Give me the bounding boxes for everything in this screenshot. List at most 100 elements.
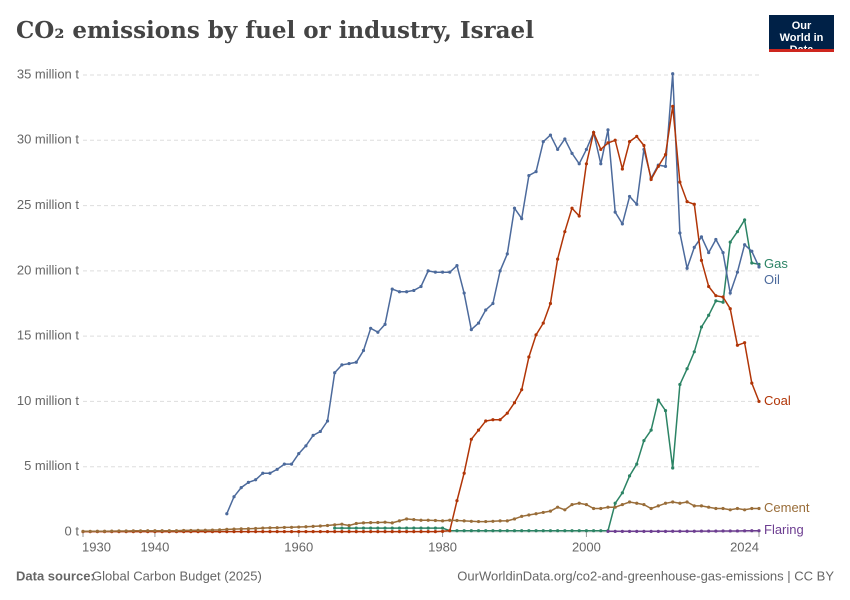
data-point bbox=[405, 517, 409, 521]
data-point bbox=[455, 529, 459, 533]
data-point bbox=[642, 502, 646, 507]
data-point bbox=[671, 529, 675, 533]
data-point bbox=[505, 252, 509, 256]
data-point bbox=[692, 350, 696, 354]
data-point bbox=[613, 529, 617, 533]
data-point bbox=[563, 137, 567, 141]
data-point bbox=[671, 500, 675, 504]
data-point bbox=[591, 506, 596, 511]
data-point bbox=[369, 530, 373, 534]
data-point bbox=[735, 343, 740, 347]
data-point bbox=[678, 231, 682, 235]
data-point bbox=[613, 138, 617, 142]
data-point bbox=[282, 530, 286, 534]
data-point bbox=[405, 290, 409, 294]
data-point bbox=[757, 399, 761, 404]
data-point bbox=[656, 164, 660, 168]
data-point bbox=[361, 521, 366, 525]
data-point bbox=[721, 506, 725, 511]
data-point bbox=[606, 529, 610, 533]
data-point bbox=[484, 419, 488, 423]
series-line bbox=[608, 529, 759, 533]
data-point bbox=[448, 529, 452, 533]
data-point bbox=[340, 363, 344, 367]
data-point bbox=[333, 371, 337, 375]
y-tick-label: 0 t bbox=[65, 523, 80, 538]
data-point bbox=[707, 284, 711, 289]
data-point bbox=[678, 501, 682, 505]
data-point bbox=[663, 529, 668, 533]
data-point bbox=[376, 520, 380, 525]
data-point bbox=[591, 529, 596, 533]
data-point bbox=[419, 518, 423, 522]
data-point bbox=[649, 177, 653, 182]
data-point bbox=[556, 257, 560, 261]
data-point bbox=[167, 529, 171, 533]
logo-box bbox=[769, 15, 834, 52]
data-point bbox=[225, 512, 229, 516]
data-point bbox=[325, 530, 330, 534]
data-point bbox=[311, 433, 315, 437]
data-point bbox=[203, 528, 207, 532]
data-point bbox=[476, 321, 481, 325]
data-point bbox=[577, 501, 581, 505]
data-point bbox=[210, 528, 215, 532]
data-point bbox=[527, 173, 531, 178]
chart-title: CO₂ emissions by fuel or industry, Israe… bbox=[16, 17, 534, 44]
data-point bbox=[743, 529, 747, 533]
x-tick-label: 1930 bbox=[82, 539, 111, 554]
data-point bbox=[476, 428, 481, 432]
data-point bbox=[527, 513, 531, 517]
data-point bbox=[131, 529, 135, 533]
data-point bbox=[261, 471, 265, 475]
data-point bbox=[397, 526, 402, 530]
data-point bbox=[627, 500, 632, 504]
data-point bbox=[282, 462, 286, 466]
data-point bbox=[462, 519, 466, 523]
data-point bbox=[405, 526, 409, 530]
data-point bbox=[426, 526, 430, 530]
data-point bbox=[642, 439, 646, 443]
data-point bbox=[318, 429, 322, 434]
data-point bbox=[124, 529, 128, 533]
data-point bbox=[620, 167, 624, 171]
data-point bbox=[599, 147, 603, 152]
data-point bbox=[390, 530, 394, 534]
data-point bbox=[728, 307, 732, 311]
x-tick-label: 2000 bbox=[572, 539, 601, 554]
data-point bbox=[469, 437, 473, 441]
data-point bbox=[505, 519, 509, 523]
data-point bbox=[462, 529, 466, 533]
data-point bbox=[520, 217, 524, 221]
data-point bbox=[455, 264, 459, 268]
data-point bbox=[412, 288, 416, 293]
data-point bbox=[117, 529, 121, 533]
data-point bbox=[728, 508, 732, 512]
logo-text: Our World in Data bbox=[779, 20, 824, 49]
data-point bbox=[577, 162, 581, 166]
data-point bbox=[232, 530, 236, 534]
data-point bbox=[110, 529, 114, 533]
data-point bbox=[635, 501, 639, 505]
data-point bbox=[340, 526, 344, 530]
data-point bbox=[735, 230, 740, 234]
series-line bbox=[83, 106, 760, 533]
data-point bbox=[620, 502, 624, 507]
data-point bbox=[498, 519, 502, 523]
data-point bbox=[268, 526, 272, 530]
data-point bbox=[304, 530, 308, 534]
data-point bbox=[304, 444, 308, 448]
data-point bbox=[692, 504, 696, 508]
data-point bbox=[433, 530, 437, 534]
data-point bbox=[325, 523, 330, 528]
data-point bbox=[347, 523, 351, 528]
data-point bbox=[642, 529, 646, 533]
data-point bbox=[246, 527, 251, 531]
data-point bbox=[627, 194, 632, 199]
y-tick-label: 30 million t bbox=[17, 132, 80, 147]
data-point bbox=[692, 245, 696, 249]
series-line bbox=[334, 217, 760, 532]
data-point bbox=[663, 408, 668, 413]
data-point bbox=[383, 530, 387, 534]
data-point bbox=[268, 530, 272, 534]
